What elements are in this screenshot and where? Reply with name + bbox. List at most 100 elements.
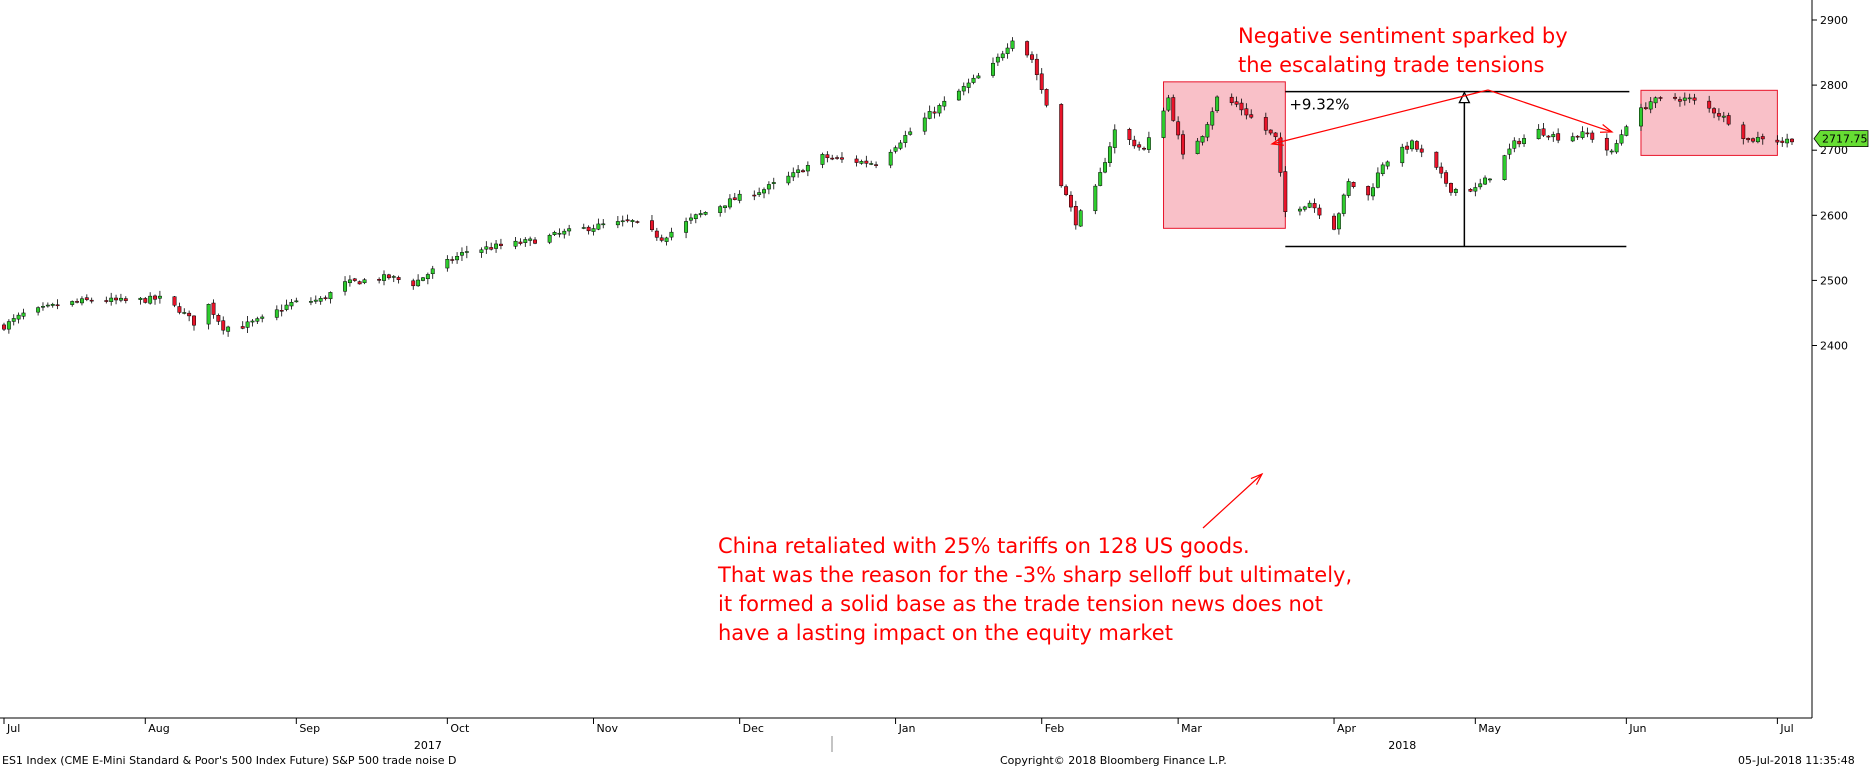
candle-body xyxy=(698,213,703,216)
footer-bar: ES1 Index (CME E-Mini Standard & Poor's … xyxy=(0,752,1870,770)
x-tick-label: Apr xyxy=(1337,722,1357,735)
candle-body xyxy=(187,312,192,317)
candle-body xyxy=(1332,215,1336,230)
candle-body xyxy=(1741,124,1746,139)
candle-body xyxy=(323,297,328,299)
candle-body xyxy=(1405,145,1410,150)
candle-body xyxy=(362,279,367,284)
candle-body xyxy=(1283,171,1288,212)
candle-body xyxy=(1746,138,1751,141)
candle-body xyxy=(1093,185,1098,212)
candle-body xyxy=(1512,140,1517,149)
range-measure-arrowhead xyxy=(1458,91,1471,104)
candle-body xyxy=(693,214,698,220)
candle-body xyxy=(801,170,805,173)
footer-security-description: ES1 Index (CME E-Mini Standard & Poor's … xyxy=(2,754,457,767)
candle-body xyxy=(55,304,60,307)
candle-body xyxy=(177,306,182,313)
candle-body xyxy=(143,298,148,303)
candle-body xyxy=(1575,135,1580,138)
candle-body xyxy=(727,198,732,208)
candle-body xyxy=(956,90,961,101)
candle-body xyxy=(260,316,265,319)
annotation-china-retaliation: China retaliated with 25% tariffs on 128… xyxy=(718,534,1353,645)
candle-body xyxy=(450,259,455,261)
candle-body xyxy=(630,220,635,223)
candle-body xyxy=(494,243,499,249)
candle-body xyxy=(991,62,995,76)
candle-body xyxy=(1064,186,1069,195)
candle-body xyxy=(650,220,654,231)
candle-body xyxy=(445,259,450,269)
candle-body xyxy=(411,280,416,287)
candle-body xyxy=(1487,178,1492,181)
candle-body xyxy=(328,292,333,300)
candle-body xyxy=(1751,138,1755,142)
candle-body xyxy=(518,241,523,244)
candle-body xyxy=(1414,141,1419,150)
candle-body xyxy=(1648,101,1653,110)
candle-body xyxy=(294,300,299,303)
candle-body xyxy=(1249,114,1254,118)
candle-body xyxy=(484,246,489,250)
candle-body xyxy=(1215,96,1220,112)
candle-body xyxy=(1010,40,1015,49)
candle-body xyxy=(1195,140,1200,154)
candle-body xyxy=(908,131,913,135)
candle-body xyxy=(966,82,971,88)
candle-body xyxy=(1268,129,1273,134)
candle-body xyxy=(226,326,231,332)
candle-body xyxy=(250,320,255,323)
candle-body xyxy=(498,243,503,246)
annotation-arrow-right-head xyxy=(1599,124,1614,133)
candle-body xyxy=(1034,58,1039,75)
candle-body xyxy=(528,238,533,241)
candle-body xyxy=(601,223,606,226)
candle-body xyxy=(45,304,50,307)
plot-area xyxy=(0,0,1812,718)
candle-body xyxy=(684,221,689,233)
candle-body xyxy=(854,158,859,163)
candle-body xyxy=(1707,100,1712,109)
candle-body xyxy=(932,111,937,114)
candle-body xyxy=(1760,136,1765,140)
candle-body xyxy=(1434,151,1439,168)
candle-body xyxy=(1059,104,1064,187)
candle-body xyxy=(425,274,430,280)
x-tick-label: Jan xyxy=(898,722,916,735)
x-tick-label: Jul xyxy=(6,722,20,735)
candle-body xyxy=(89,299,94,302)
range-pct-label: +9.32% xyxy=(1289,96,1349,114)
candle-body xyxy=(421,277,425,281)
annotation-trade-tensions: Negative sentiment sparked by the escala… xyxy=(1238,24,1568,77)
candle-body xyxy=(148,295,153,304)
candle-body xyxy=(1069,194,1073,208)
candle-body xyxy=(1585,132,1590,135)
candle-body xyxy=(898,142,903,149)
candle-body xyxy=(1775,139,1780,143)
candle-body xyxy=(1551,134,1556,138)
candle-body xyxy=(825,154,830,159)
candle-body xyxy=(1244,108,1249,116)
candle-body xyxy=(620,220,625,223)
candle-body xyxy=(718,206,723,213)
candle-body xyxy=(1473,187,1478,192)
candle-body xyxy=(240,326,245,329)
candle-body xyxy=(1239,102,1244,111)
y-tick-label: 2500 xyxy=(1820,274,1848,287)
candle-body xyxy=(1400,146,1405,164)
candle-body xyxy=(1073,205,1078,226)
candle-body xyxy=(869,163,874,165)
candle-body xyxy=(1200,136,1205,143)
candle-body xyxy=(172,296,177,306)
candle-body xyxy=(859,161,864,164)
candle-body xyxy=(1780,140,1785,143)
candle-body xyxy=(1483,177,1488,185)
candle-body xyxy=(762,189,766,194)
x-tick-label: Sep xyxy=(299,722,320,735)
candle-body xyxy=(289,301,294,307)
candle-body xyxy=(1171,97,1176,121)
annotation-arrow-left xyxy=(1271,89,1489,145)
candle-body xyxy=(182,312,187,314)
candle-body xyxy=(1025,41,1030,56)
